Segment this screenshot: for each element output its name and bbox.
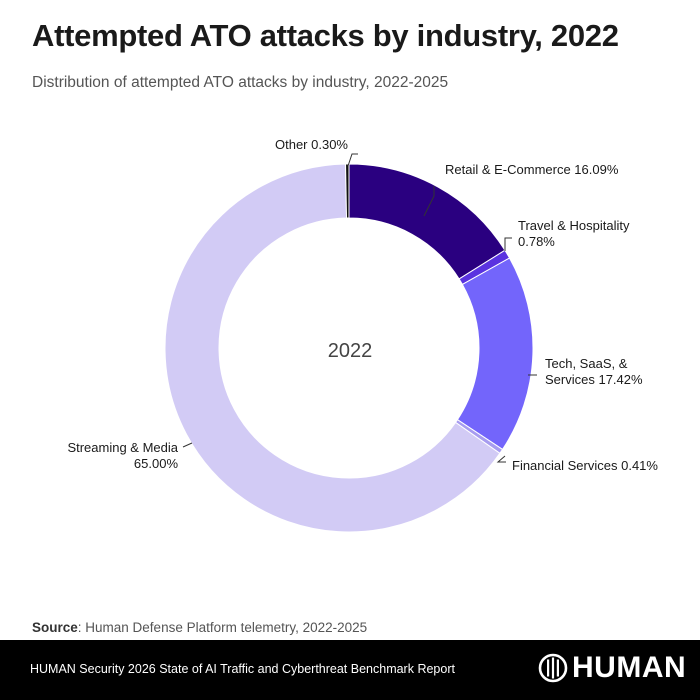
label-travel-hospitality: Travel & Hospitality 0.78%	[518, 218, 630, 249]
chart-title: Attempted ATO attacks by industry, 2022	[32, 18, 619, 53]
leader-line-streaming-media	[182, 442, 193, 448]
donut-slices	[164, 163, 534, 533]
label-line: Retail & E-Commerce 16.09%	[445, 162, 619, 177]
label-leader-lines	[182, 153, 537, 463]
human-logo-mark-icon	[538, 653, 568, 683]
slice-other	[345, 163, 350, 219]
label-tech-saas-services: Tech, SaaS, & Services 17.42%	[545, 356, 643, 387]
label-other: Other 0.30%	[275, 137, 348, 152]
source-text: : Human Defense Platform telemetry, 2022…	[77, 620, 368, 635]
label-line: Other 0.30%	[275, 137, 348, 152]
leader-line-retail-e-commerce	[423, 186, 435, 217]
label-line: Tech, SaaS, &	[545, 356, 628, 371]
source-note: Source: Human Defense Platform telemetry…	[32, 620, 367, 635]
label-line: 0.78%	[518, 234, 555, 249]
leader-line-travel-hospitality	[504, 237, 512, 251]
label-line: Financial Services 0.41%	[512, 458, 658, 473]
slice-streaming-media	[164, 163, 501, 533]
center-year-label: 2022	[328, 340, 373, 362]
label-streaming-media: Streaming & Media 65.00%	[67, 440, 178, 471]
label-retail-e-commerce: Retail & E-Commerce 16.09%	[445, 162, 619, 177]
slice-tech-saas-services	[456, 257, 534, 451]
donut-chart: Retail & E-Commerce 16.09% Travel & Hospi…	[67, 137, 658, 533]
chart-subtitle: Distribution of attempted ATO attacks by…	[32, 74, 449, 91]
leader-line-financial-services	[496, 455, 506, 463]
footer-bar: HUMAN Security 2026 State of AI Traffic …	[0, 640, 700, 700]
logo-text: HUMAN	[572, 651, 687, 684]
label-financial-services: Financial Services 0.41%	[512, 458, 658, 473]
slice-labels: Retail & E-Commerce 16.09% Travel & Hospi…	[67, 137, 658, 473]
leader-line-other	[347, 153, 358, 167]
source-label: Source	[32, 620, 78, 635]
slice-retail-e-commerce	[348, 163, 506, 280]
human-logo[interactable]: HUMAN	[538, 653, 686, 683]
label-line: Services 17.42%	[545, 372, 643, 387]
label-line: Streaming & Media	[67, 440, 178, 455]
report-name: HUMAN Security 2026 State of AI Traffic …	[30, 662, 455, 676]
label-line: 65.00%	[134, 456, 179, 471]
label-line: Travel & Hospitality	[518, 218, 630, 233]
